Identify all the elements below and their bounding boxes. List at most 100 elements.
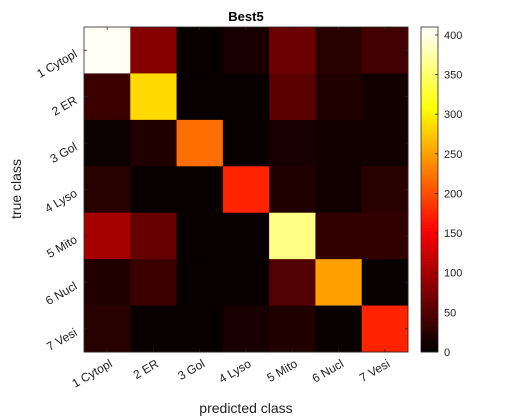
colorbar-segment: [421, 210, 438, 213]
colorbar-segment: [421, 258, 438, 261]
colorbar-segment: [421, 156, 438, 159]
colorbar-segment: [421, 316, 438, 319]
colorbar-segment: [421, 332, 438, 335]
colorbar-segment: [421, 190, 438, 193]
colorbar-segment: [421, 322, 438, 325]
colorbar-segment: [421, 294, 438, 297]
colorbar-segment: [421, 90, 438, 93]
colorbar-segment: [421, 42, 438, 45]
colorbar-segment: [421, 182, 438, 185]
colorbar-segment: [421, 283, 438, 286]
x-tick-label: 1 Cytopl: [70, 356, 115, 390]
heatmap-cell-5-3: [177, 213, 224, 260]
colorbar-segment: [421, 70, 438, 73]
colorbar-segment: [421, 271, 438, 274]
heatmap-cell-6-7: [362, 259, 409, 306]
colorbar-segment: [421, 291, 438, 294]
colorbar-segment: [421, 342, 438, 345]
colorbar-segment: [421, 273, 438, 276]
colorbar-segment: [421, 65, 438, 68]
heatmap-cell-6-5: [269, 259, 316, 306]
colorbar-segment: [421, 30, 438, 33]
colorbar-segment: [421, 73, 438, 76]
heatmap-cell-5-2: [130, 213, 177, 260]
colorbar-segment: [421, 80, 438, 83]
colorbar-segment: [421, 276, 438, 279]
heatmap-cell-2-4: [223, 73, 270, 120]
colorbar-segment: [421, 93, 438, 96]
colorbar-segment: [421, 123, 438, 126]
colorbar-segment: [421, 111, 438, 114]
colorbar-tick-label: 300: [444, 109, 462, 121]
colorbar-segment: [421, 286, 438, 289]
heatmap-cell-4-6: [315, 166, 362, 213]
heatmap-cell-7-7: [362, 306, 409, 353]
x-tick-label: 6 Nucl: [310, 356, 346, 385]
heatmap-cell-4-7: [362, 166, 409, 213]
colorbar-segment: [421, 212, 438, 215]
colorbar-segment: [421, 98, 438, 101]
colorbar-segment: [421, 334, 438, 337]
colorbar-segment: [421, 347, 438, 350]
heatmap-cell-1-4: [223, 27, 270, 74]
colorbar-segment: [421, 50, 438, 53]
colorbar-segment: [421, 314, 438, 317]
colorbar-segment: [421, 75, 438, 78]
heatmap-cell-2-6: [315, 73, 362, 120]
x-tick-label: 3 Gol: [175, 356, 207, 382]
heatmap-cell-7-3: [177, 306, 224, 353]
colorbar-segment: [421, 344, 438, 347]
colorbar-segment: [421, 197, 438, 200]
colorbar-segment: [421, 289, 438, 292]
colorbar-segment: [421, 187, 438, 190]
heatmap-cell-2-5: [269, 73, 316, 120]
heatmap-cells: [84, 27, 408, 352]
colorbar-segment: [421, 238, 438, 241]
colorbar-segment: [421, 47, 438, 50]
heatmap-cell-5-5: [269, 213, 316, 260]
colorbar-segment: [421, 339, 438, 342]
y-tick-label: 4 Lyso: [42, 186, 80, 216]
heatmap-cell-7-5: [269, 306, 316, 353]
colorbar-segment: [421, 27, 438, 30]
colorbar-segment: [421, 296, 438, 299]
colorbar-segment: [421, 306, 438, 309]
colorbar: 0 50 100 150 200 250 300 350 400: [421, 27, 462, 359]
colorbar-segment: [421, 266, 438, 269]
colorbar-segment: [421, 134, 438, 137]
colorbar-segment: [421, 268, 438, 271]
heatmap-cell-4-4: [223, 166, 270, 213]
heatmap-cell-1-1: [84, 27, 131, 74]
colorbar-segment: [421, 103, 438, 106]
colorbar-segment: [421, 40, 438, 43]
colorbar-segment: [421, 261, 438, 264]
colorbar-segment: [421, 250, 438, 253]
heatmap-cell-5-1: [84, 213, 131, 260]
colorbar-segment: [421, 149, 438, 152]
colorbar-segment: [421, 299, 438, 302]
y-tick-label: 6 Nucl: [43, 279, 79, 308]
heatmap-cell-6-3: [177, 259, 224, 306]
colorbar-segment: [421, 215, 438, 218]
heatmap-cell-7-2: [130, 306, 177, 353]
colorbar-segment: [421, 337, 438, 340]
colorbar-segment: [421, 220, 438, 223]
heatmap-cell-3-1: [84, 120, 131, 167]
heatmap-cell-4-3: [177, 166, 224, 213]
colorbar-segment: [421, 108, 438, 111]
x-tick-label: 2 ER: [131, 356, 161, 382]
colorbar-segment: [421, 205, 438, 208]
y-tick-label: 5 Mito: [44, 232, 80, 261]
colorbar-segment: [421, 78, 438, 81]
colorbar-segment: [421, 327, 438, 330]
colorbar-segment: [421, 83, 438, 86]
colorbar-segment: [421, 243, 438, 246]
colorbar-segment: [421, 167, 438, 170]
colorbar-segment: [421, 177, 438, 180]
colorbar-segment: [421, 174, 438, 177]
colorbar-segment: [421, 101, 438, 104]
colorbar-tick-label: 400: [444, 30, 462, 42]
colorbar-segment: [421, 240, 438, 243]
colorbar-segment: [421, 164, 438, 167]
